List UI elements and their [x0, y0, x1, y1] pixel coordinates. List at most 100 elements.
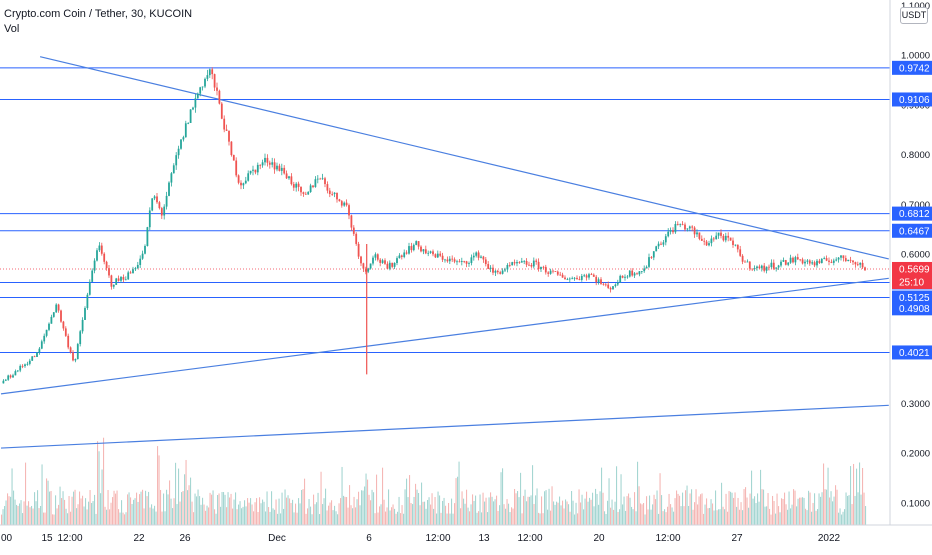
candle-body	[794, 257, 797, 263]
volume-bar	[608, 478, 610, 525]
volume-bar	[82, 495, 84, 525]
volume-bar	[260, 503, 262, 525]
volume-bar	[50, 490, 52, 525]
volume-bar	[121, 500, 123, 525]
volume-bar	[157, 446, 159, 525]
volume-bar	[583, 509, 585, 525]
volume-bar	[310, 506, 312, 525]
candle-body	[204, 78, 206, 87]
volume-bar	[292, 499, 294, 525]
volume-bar	[602, 492, 604, 525]
candle-body	[364, 268, 367, 272]
volume-bar	[338, 503, 340, 525]
volume-bar	[790, 508, 792, 525]
candle-body	[38, 348, 41, 353]
volume-bar	[499, 505, 501, 525]
volume-bar	[371, 489, 373, 525]
volume-bar	[746, 497, 748, 525]
volume-bar	[77, 504, 79, 525]
volume-bar	[314, 504, 316, 525]
volume-bar	[509, 512, 511, 525]
volume-bar	[851, 504, 853, 525]
volume-bar	[163, 493, 165, 525]
candle-body	[74, 358, 77, 361]
candle-body	[756, 266, 758, 269]
volume-bar	[728, 491, 730, 525]
candle-body	[384, 260, 386, 264]
volume-bar	[320, 471, 322, 525]
volume-bar	[343, 495, 345, 525]
volume-bar	[740, 502, 742, 525]
volume-bar	[827, 467, 829, 525]
candle-body	[328, 190, 331, 194]
candle-body	[780, 261, 782, 266]
volume-bar	[151, 504, 153, 525]
candle-body	[321, 178, 324, 180]
volume-bar	[427, 499, 429, 525]
volume-bar	[103, 437, 105, 525]
volume-bar	[409, 475, 411, 525]
volume-bar	[802, 497, 804, 525]
volume-bar	[449, 513, 451, 525]
time-tick-label: Dec	[268, 533, 286, 544]
volume-bar	[22, 513, 24, 525]
volume-bar	[368, 494, 370, 525]
candle-body	[141, 253, 144, 259]
volume-bar	[415, 483, 417, 525]
candle-body	[127, 272, 130, 280]
volume-bar	[340, 498, 342, 525]
candle-body	[744, 261, 746, 263]
candle-body	[307, 192, 310, 195]
volume-bar	[664, 509, 666, 525]
volume-bar	[467, 507, 469, 525]
candle-body	[187, 122, 190, 124]
volume-bar	[536, 488, 538, 525]
candle-body	[840, 255, 842, 258]
candle-body	[573, 277, 576, 279]
candle-body	[590, 274, 593, 276]
volume-bar	[679, 495, 681, 525]
candle-body	[280, 167, 283, 171]
candle-body	[468, 263, 470, 264]
volume-bar	[787, 509, 789, 525]
volume-bar	[296, 512, 298, 525]
candle-body	[81, 319, 84, 332]
volume-bar	[53, 514, 55, 525]
volume-bar	[515, 493, 517, 525]
volume-bar	[239, 501, 241, 525]
volume-bar	[616, 466, 618, 525]
volume-bar	[565, 499, 567, 525]
candle-body	[201, 86, 204, 88]
candle-body	[165, 195, 168, 207]
candle-body	[216, 87, 218, 91]
bar-countdown-label: 25:10	[899, 277, 924, 288]
price-label-box	[892, 301, 932, 316]
candle-body	[513, 262, 516, 264]
volume-bar	[344, 496, 346, 525]
candle-body	[396, 258, 398, 263]
currency-badge[interactable]: USDT	[900, 7, 928, 24]
candle-body	[345, 202, 348, 206]
volume-bar	[73, 491, 75, 525]
candle-body	[446, 259, 449, 262]
volume-bar	[311, 514, 313, 525]
volume-bar	[710, 499, 712, 525]
volume-bar	[533, 503, 535, 525]
volume-bar	[557, 502, 559, 525]
volume-bar	[251, 504, 253, 525]
volume-bar	[451, 498, 453, 525]
candle-body	[103, 253, 106, 262]
candle-body	[324, 178, 326, 185]
volume-bar	[631, 506, 633, 525]
volume-bar	[95, 513, 97, 525]
volume-bar	[523, 495, 525, 525]
candle-body	[496, 270, 499, 273]
candle-body	[304, 193, 307, 195]
volume-bar	[712, 503, 714, 525]
time-tick-label: 22	[133, 533, 145, 544]
volume-bar	[455, 478, 457, 525]
candle-body	[276, 165, 278, 170]
volume-bar	[569, 511, 571, 525]
